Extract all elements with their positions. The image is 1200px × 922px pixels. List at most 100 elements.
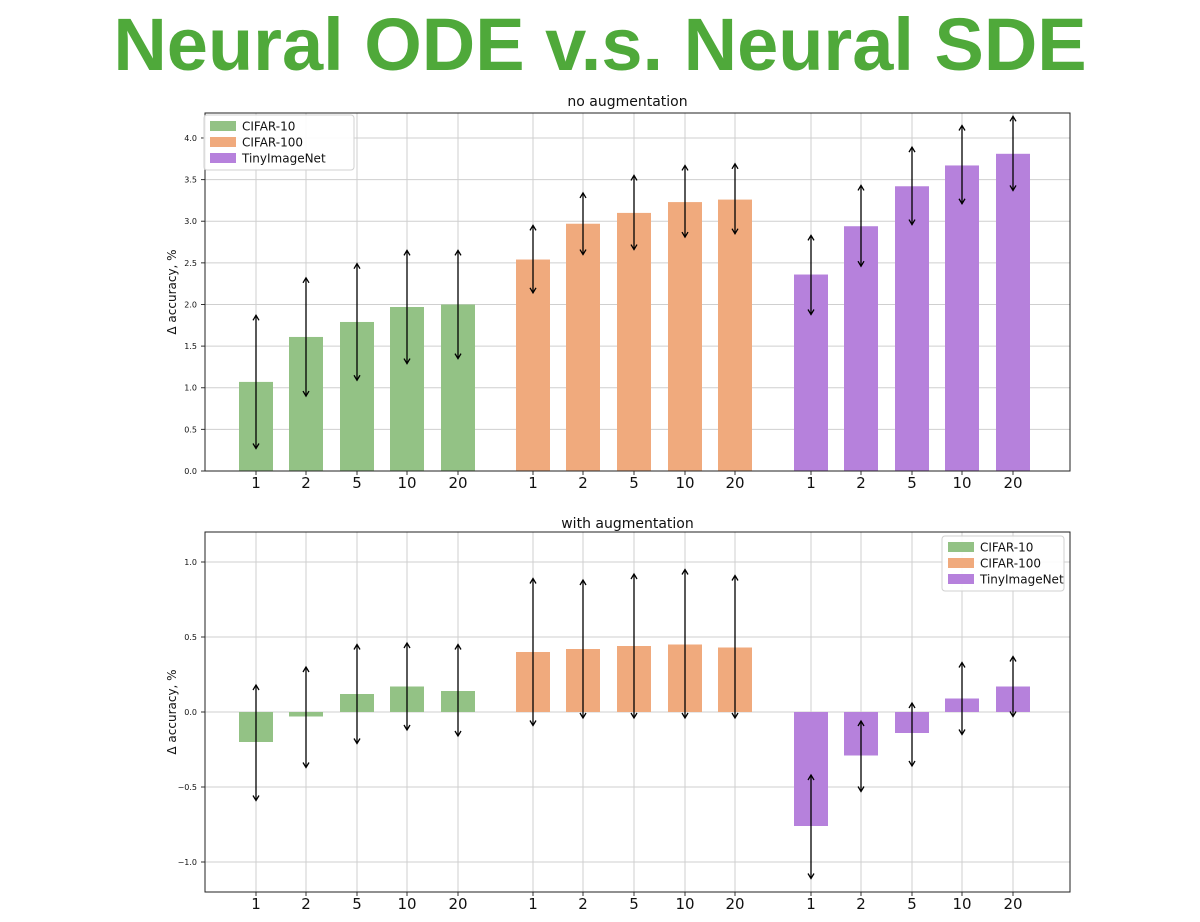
- x-tick-label: 1: [528, 895, 538, 913]
- bar-tinyimagenet-10: [945, 165, 979, 471]
- error-bar-cap-bottom: [681, 712, 689, 720]
- error-bar-cap-bottom: [681, 231, 689, 239]
- y-tick-label: 0.0: [184, 708, 197, 717]
- error-bar-cap-top: [1009, 115, 1017, 122]
- error-bar-cap-top: [529, 224, 537, 231]
- error-bar-cap-bottom: [958, 729, 966, 736]
- y-tick-label: 0.5: [184, 425, 197, 434]
- chart-title: no augmentation: [567, 94, 687, 110]
- error-bar-cap-top: [857, 719, 865, 727]
- error-bar-cap-top: [908, 701, 916, 709]
- y-tick-label: −1.0: [178, 858, 197, 867]
- error-bar-cap-bottom: [353, 374, 361, 382]
- error-bar-cap-bottom: [403, 358, 411, 365]
- error-bar-cap-bottom: [403, 724, 411, 732]
- y-tick-label: 2.0: [184, 300, 197, 309]
- slide-title: Neural ODE v.s. Neural SDE: [113, 3, 1087, 86]
- x-tick-label: 1: [251, 474, 261, 492]
- legend-label: CIFAR-100: [980, 557, 1041, 571]
- legend-label: CIFAR-10: [980, 541, 1033, 555]
- y-tick-label: 1.5: [184, 342, 197, 351]
- bar-tinyimagenet-20: [996, 153, 1030, 471]
- x-tick-label: 20: [448, 895, 467, 913]
- error-bar-cap-top: [454, 643, 462, 650]
- error-bar-cap-top: [908, 145, 916, 153]
- error-bar-cap-bottom: [857, 786, 865, 793]
- error-bar-cap-top: [807, 773, 815, 781]
- x-tick-label: 1: [806, 895, 816, 913]
- error-bar-cap-top: [807, 234, 815, 241]
- error-bar-cap-top: [579, 191, 587, 199]
- error-bar-cap-top: [403, 641, 411, 649]
- legend-label: TinyImageNet: [241, 152, 326, 166]
- x-tick-label: 1: [251, 895, 261, 913]
- error-bar-cap-bottom: [353, 738, 361, 745]
- error-bar-cap-bottom: [529, 287, 537, 295]
- x-tick-label: 20: [448, 474, 467, 492]
- y-tick-label: 2.5: [184, 259, 197, 268]
- y-axis-label: Δ accuracy, %: [165, 669, 179, 754]
- x-tick-label: 1: [806, 474, 816, 492]
- x-tick-label: 2: [856, 895, 866, 913]
- error-bar-cap-top: [958, 661, 966, 668]
- axes-frame: [204, 531, 1071, 893]
- error-bar-cap-bottom: [958, 198, 966, 206]
- legend-swatch: [210, 153, 236, 163]
- error-bar-cap-top: [252, 314, 260, 321]
- error-bar-cap-bottom: [908, 219, 916, 226]
- y-tick-label: 3.0: [184, 217, 197, 226]
- x-tick-label: 20: [725, 895, 744, 913]
- y-tick-label: 0.0: [184, 467, 197, 476]
- x-tick-label: 10: [397, 895, 416, 913]
- x-tick-label: 5: [907, 895, 917, 913]
- error-bar-cap-bottom: [454, 730, 462, 738]
- x-tick-label: 5: [629, 895, 639, 913]
- error-bar-cap-top: [353, 643, 361, 650]
- x-tick-label: 10: [675, 474, 694, 492]
- error-bar-cap-top: [958, 124, 966, 131]
- bar-tinyimagenet-5: [895, 186, 929, 471]
- error-bar-cap-bottom: [908, 760, 916, 768]
- y-tick-label: 1.0: [184, 384, 197, 393]
- legend-box: [203, 114, 355, 171]
- axes-frame: [204, 112, 1071, 472]
- x-tick-label: 20: [725, 474, 744, 492]
- x-tick-label: 5: [907, 474, 917, 492]
- x-tick-label: 5: [352, 474, 362, 492]
- error-bar-cap-bottom: [579, 249, 587, 256]
- x-tick-label: 5: [629, 474, 639, 492]
- error-bar-cap-top: [529, 577, 537, 584]
- y-tick-label: 0.5: [184, 633, 197, 642]
- legend-swatch: [948, 574, 974, 584]
- legend: CIFAR-10 CIFAR-100 TinyImageNet: [941, 535, 1065, 592]
- error-bar-cap-top: [681, 568, 689, 575]
- x-tick-label: 10: [675, 895, 694, 913]
- x-tick-label: 1: [528, 474, 538, 492]
- error-bar-cap-bottom: [454, 353, 462, 360]
- error-bar-cap-bottom: [252, 795, 260, 802]
- legend-swatch: [210, 137, 236, 147]
- error-bar-cap-top: [630, 572, 638, 580]
- legend-label: CIFAR-100: [242, 136, 303, 150]
- bar-cifar-100-10: [668, 202, 702, 471]
- legend-swatch: [210, 121, 236, 131]
- error-bar-cap-top: [681, 164, 689, 171]
- error-bar-cap-top: [731, 162, 739, 170]
- error-bar-cap-top: [252, 683, 260, 691]
- error-bar-cap-bottom: [1009, 185, 1017, 192]
- y-tick-label: 1.0: [184, 558, 197, 567]
- bar-cifar-100-2: [566, 223, 600, 471]
- error-bar-cap-top: [1009, 655, 1017, 662]
- legend-label: TinyImageNet: [979, 573, 1064, 587]
- error-bar-cap-top: [454, 249, 462, 256]
- error-bar-cap-top: [857, 184, 865, 191]
- error-bar-cap-bottom: [302, 390, 310, 398]
- chart-panel-1: 0.0 0.5 1.0 1.5 2.0 2.5 3.0 3.5 4.0 1 2 5 10 20 1 2 5 10 2…: [165, 94, 1071, 492]
- error-bar-cap-top: [403, 249, 411, 256]
- error-bar-cap-top: [630, 174, 638, 181]
- error-bar-cap-bottom: [579, 712, 587, 720]
- y-axis-label: Δ accuracy, %: [165, 249, 179, 334]
- x-tick-label: 10: [952, 895, 971, 913]
